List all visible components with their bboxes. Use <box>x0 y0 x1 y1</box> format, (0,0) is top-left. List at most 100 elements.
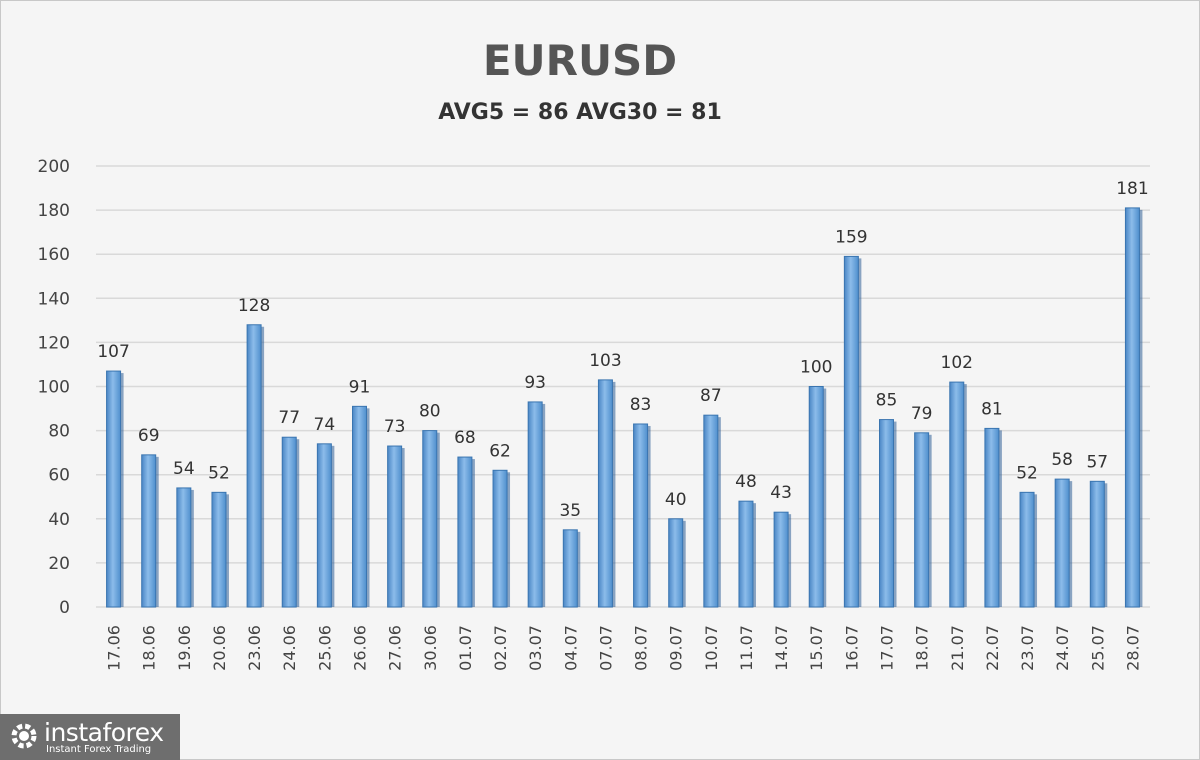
data-label: 52 <box>208 463 230 483</box>
bar <box>246 324 265 608</box>
bar <box>914 432 932 608</box>
x-tick-label: 24.06 <box>280 625 299 671</box>
bar-rect <box>773 511 789 608</box>
x-tick-label: 28.07 <box>1123 625 1142 671</box>
y-tick-label: 0 <box>59 598 70 618</box>
bar <box>879 419 897 608</box>
bar-rect <box>703 414 719 608</box>
chart-title: EURUSD <box>482 36 678 85</box>
bar <box>1019 491 1038 608</box>
x-tick-label: 04.07 <box>561 625 580 671</box>
data-label: 181 <box>1116 179 1148 199</box>
bar-rect <box>914 432 930 608</box>
bar-rect <box>457 456 473 608</box>
data-label: 93 <box>524 373 546 393</box>
data-label: 68 <box>454 428 476 448</box>
x-tick-label: 07.07 <box>596 625 615 671</box>
bar-rect <box>1019 491 1035 608</box>
bar-rect <box>527 401 543 608</box>
data-label: 52 <box>1016 463 1038 483</box>
bar-rect <box>562 529 578 608</box>
data-label: 83 <box>630 395 652 415</box>
data-label: 102 <box>941 353 973 373</box>
data-label: 58 <box>1051 450 1073 470</box>
x-tick-label: 17.07 <box>878 625 897 671</box>
x-tick-label: 23.06 <box>245 625 264 671</box>
bar <box>352 405 370 608</box>
chart-subtitle: AVG5 = 86 AVG30 = 81 <box>438 100 722 125</box>
x-tick-label: 27.06 <box>386 625 405 671</box>
bar-rect <box>597 379 613 608</box>
x-tick-label: 02.07 <box>491 625 510 671</box>
data-label: 80 <box>419 402 441 422</box>
bar <box>773 511 792 608</box>
data-labels: 107 69 54 52 128 77 74 91 73 80 68 62 93 35 103 83 40 87 4… <box>97 179 1148 521</box>
bar-rect <box>668 518 684 608</box>
y-tick-label: 180 <box>38 201 70 221</box>
data-label: 81 <box>981 399 1003 419</box>
bar-rect <box>879 419 894 608</box>
bar-rect <box>492 469 508 608</box>
x-tick-label: 11.07 <box>737 625 756 671</box>
y-tick-label: 140 <box>38 289 70 309</box>
bar-rect <box>176 487 192 608</box>
bar <box>527 401 546 608</box>
data-label: 77 <box>278 408 300 428</box>
bar <box>738 500 756 608</box>
bar <box>703 414 721 608</box>
data-label: 74 <box>314 415 336 435</box>
x-axis: 17.06 18.06 19.06 20.06 23.06 24.06 25.06 26.06… <box>105 625 1143 671</box>
x-tick-label: 03.07 <box>526 625 545 671</box>
bar <box>1124 207 1143 608</box>
x-tick-label: 26.06 <box>351 625 370 671</box>
x-tick-label: 22.07 <box>983 625 1002 671</box>
data-label: 128 <box>238 296 270 316</box>
bar <box>949 381 967 608</box>
y-tick-label: 120 <box>38 333 70 353</box>
x-tick-label: 25.07 <box>1088 625 1107 671</box>
y-tick-label: 20 <box>48 554 70 574</box>
x-tick-label: 18.06 <box>140 625 159 671</box>
data-label: 79 <box>911 404 933 424</box>
bar <box>843 255 862 608</box>
data-label: 43 <box>770 483 792 503</box>
bar-rect <box>1124 207 1140 608</box>
bar-rect <box>281 436 297 608</box>
bar <box>316 443 335 608</box>
bar-rect <box>949 381 965 608</box>
x-tick-label: 01.07 <box>456 625 475 671</box>
data-label: 91 <box>349 377 371 397</box>
data-label: 40 <box>665 490 687 510</box>
bar <box>562 529 581 608</box>
data-label: 159 <box>835 227 867 247</box>
bar-rect <box>106 370 122 608</box>
logo-name: instaforex <box>44 718 164 747</box>
y-tick-label: 160 <box>38 245 70 265</box>
bar <box>597 379 616 608</box>
y-axis: 0 20 40 60 80 100 120 140 160 180 200 <box>38 157 70 618</box>
x-tick-label: 16.07 <box>842 625 861 671</box>
data-label: 85 <box>876 391 898 411</box>
bar <box>387 445 405 608</box>
x-tick-label: 15.07 <box>807 625 826 671</box>
bar <box>281 436 300 608</box>
bar-rect <box>352 405 367 608</box>
bar-rect <box>422 430 438 608</box>
data-label: 103 <box>589 351 621 371</box>
bar-rect <box>984 427 1000 608</box>
bar-rect <box>843 255 859 608</box>
x-tick-label: 18.07 <box>913 625 932 671</box>
data-label: 107 <box>97 342 129 362</box>
bar-rect <box>808 386 824 608</box>
bar-rect <box>1054 478 1070 608</box>
bar-rect <box>387 445 403 608</box>
bars <box>106 207 1143 608</box>
x-tick-label: 17.06 <box>105 625 124 671</box>
x-tick-label: 19.06 <box>175 625 194 671</box>
logo-tagline: Instant Forex Trading <box>46 744 152 755</box>
bar-rect <box>246 324 262 608</box>
bar <box>422 430 440 608</box>
data-label: 57 <box>1086 452 1108 472</box>
x-tick-label: 25.06 <box>315 625 334 671</box>
bar <box>457 456 475 608</box>
